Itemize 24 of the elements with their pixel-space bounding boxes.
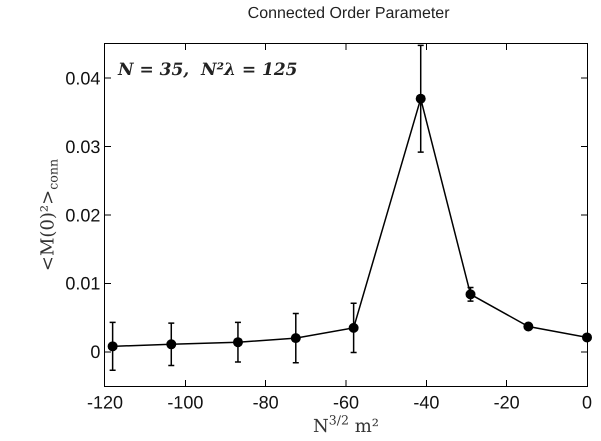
y-tick-label: 0.02 bbox=[65, 205, 100, 226]
point bbox=[108, 341, 118, 352]
x-tick-label: -20 bbox=[494, 392, 520, 413]
point bbox=[290, 333, 301, 344]
chart-title: Connected Order Parameter bbox=[248, 4, 450, 22]
point bbox=[416, 94, 426, 104]
x-tick-label: -100 bbox=[167, 392, 204, 413]
y-tick-label: 0.03 bbox=[65, 136, 100, 157]
y-tick-label: 0.01 bbox=[65, 274, 100, 294]
x-tick-label: -60 bbox=[332, 392, 360, 413]
y-tick-label: 0 bbox=[90, 342, 100, 362]
point bbox=[232, 337, 243, 348]
y-tick-label: 0.04 bbox=[65, 68, 100, 88]
x-tick-label: 0 bbox=[582, 392, 592, 413]
x-tick-label: -40 bbox=[413, 392, 440, 413]
point bbox=[348, 322, 359, 333]
point bbox=[582, 332, 592, 342]
annotation: N = 35, N²λ = 125 bbox=[117, 60, 298, 80]
x-tick-label: -80 bbox=[252, 392, 279, 413]
point bbox=[523, 321, 534, 332]
point bbox=[166, 339, 176, 350]
x-axis-title: N$^{3/2}$ m² bbox=[312, 412, 380, 438]
x-tick-label: -120 bbox=[86, 392, 124, 413]
point bbox=[466, 289, 476, 300]
